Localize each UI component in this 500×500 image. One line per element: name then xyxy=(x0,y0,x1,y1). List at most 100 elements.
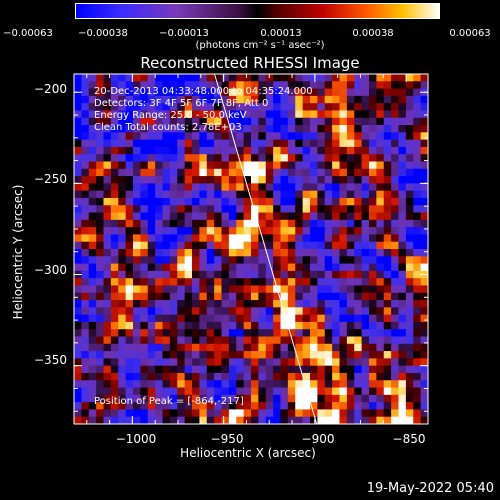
heatmap-cell xyxy=(324,249,333,257)
heatmap-cell xyxy=(258,74,267,82)
heatmap-cell xyxy=(273,183,281,192)
heatmap-cell xyxy=(133,358,141,367)
heatmap-cell xyxy=(332,95,340,104)
heatmap-cell xyxy=(206,365,215,374)
heatmap-cell xyxy=(177,263,186,272)
heatmap-cell xyxy=(273,88,281,97)
heatmap-cell xyxy=(192,110,200,119)
heatmap-cell xyxy=(383,95,392,104)
heatmap-cell xyxy=(236,314,245,323)
heatmap-cell xyxy=(155,146,163,155)
heatmap-cell xyxy=(140,110,149,119)
heatmap-cell xyxy=(214,321,222,330)
heatmap-cell xyxy=(361,205,370,213)
heatmap-cell xyxy=(280,278,289,286)
heatmap-cell xyxy=(192,351,200,359)
heatmap-cell xyxy=(125,270,134,279)
heatmap-cell xyxy=(140,387,149,396)
heatmap-cell xyxy=(317,183,326,192)
heatmap-cell xyxy=(413,270,422,279)
heatmap-cell xyxy=(295,219,304,228)
heatmap-cell xyxy=(273,343,281,352)
heatmap-cell xyxy=(258,183,267,192)
heatmap-cell xyxy=(221,139,230,148)
heatmap-cell xyxy=(332,409,340,418)
heatmap-cell xyxy=(81,176,90,184)
heatmap-cell xyxy=(110,307,119,316)
heatmap-cell xyxy=(398,88,407,97)
heatmap-cell xyxy=(376,168,385,177)
heatmap-cell xyxy=(177,241,186,250)
heatmap-cell xyxy=(236,95,245,104)
heatmap-cell xyxy=(192,343,200,352)
heatmap-cell xyxy=(361,161,370,170)
heatmap-cell xyxy=(317,241,326,250)
heatmap-cell xyxy=(265,300,274,308)
heatmap-cell xyxy=(280,88,289,97)
heatmap-cell xyxy=(103,249,112,257)
heatmap-cell xyxy=(96,103,104,111)
heatmap-cell xyxy=(302,205,311,213)
heatmap-cell xyxy=(369,74,377,82)
heatmap-cell xyxy=(413,300,422,308)
heatmap-cell xyxy=(133,88,141,97)
heatmap-cell xyxy=(317,285,326,294)
heatmap-cell xyxy=(103,285,112,294)
heatmap-cell xyxy=(103,402,112,410)
heatmap-cell xyxy=(74,227,82,235)
heatmap-cell xyxy=(133,74,141,82)
heatmap-cell xyxy=(162,278,171,286)
heatmap-cell xyxy=(420,212,429,221)
heatmap-cell xyxy=(236,81,245,89)
heatmap-cell xyxy=(317,146,326,155)
heatmap-cell xyxy=(273,314,281,323)
heatmap-cell xyxy=(125,74,134,82)
heatmap-cell xyxy=(280,241,289,250)
heatmap-cell xyxy=(413,314,422,323)
heatmap-cell xyxy=(310,343,318,352)
heatmap-cell xyxy=(125,234,134,243)
heatmap-cell xyxy=(243,263,252,272)
heatmap-cell xyxy=(280,402,289,410)
heatmap-cell xyxy=(405,183,414,192)
heatmap-cell xyxy=(251,234,259,243)
heatmap-cell xyxy=(376,249,385,257)
heatmap-cell xyxy=(391,241,399,250)
heatmap-cell xyxy=(376,365,385,374)
heatmap-cell xyxy=(236,358,245,367)
heatmap-cell xyxy=(346,387,355,396)
heatmap-cell xyxy=(310,300,318,308)
heatmap-cell xyxy=(265,241,274,250)
heatmap-cell xyxy=(302,197,311,206)
heatmap-cell xyxy=(81,125,90,133)
heatmap-cell xyxy=(258,219,267,228)
heatmap-cell xyxy=(103,74,112,82)
heatmap-cell xyxy=(118,117,127,126)
heatmap-cell xyxy=(133,256,141,264)
heatmap-cell xyxy=(88,146,97,155)
heatmap-cell xyxy=(265,139,274,148)
heatmap-cell xyxy=(413,190,422,199)
heatmap-cell xyxy=(339,176,348,184)
heatmap-cell xyxy=(133,168,141,177)
heatmap-cell xyxy=(169,219,178,228)
heatmap-cell xyxy=(81,227,90,235)
heatmap-cell xyxy=(376,139,385,148)
heatmap-cell xyxy=(369,197,377,206)
heatmap-cell xyxy=(125,241,134,250)
heatmap-cell xyxy=(405,168,414,177)
heatmap-cell xyxy=(317,190,326,199)
heatmap-cell xyxy=(184,197,193,206)
heatmap-cell xyxy=(369,300,377,308)
heatmap-cell xyxy=(420,205,429,213)
heatmap-cell xyxy=(81,343,90,352)
heatmap-cell xyxy=(287,314,296,323)
heatmap-cell xyxy=(221,256,230,264)
heatmap-cell xyxy=(405,314,414,323)
heatmap-cell xyxy=(346,88,355,97)
heatmap-cell xyxy=(398,387,407,396)
heatmap-cell xyxy=(221,103,230,111)
heatmap-cell xyxy=(169,103,178,111)
heatmap-cell xyxy=(354,176,363,184)
heatmap-cell xyxy=(413,416,422,425)
